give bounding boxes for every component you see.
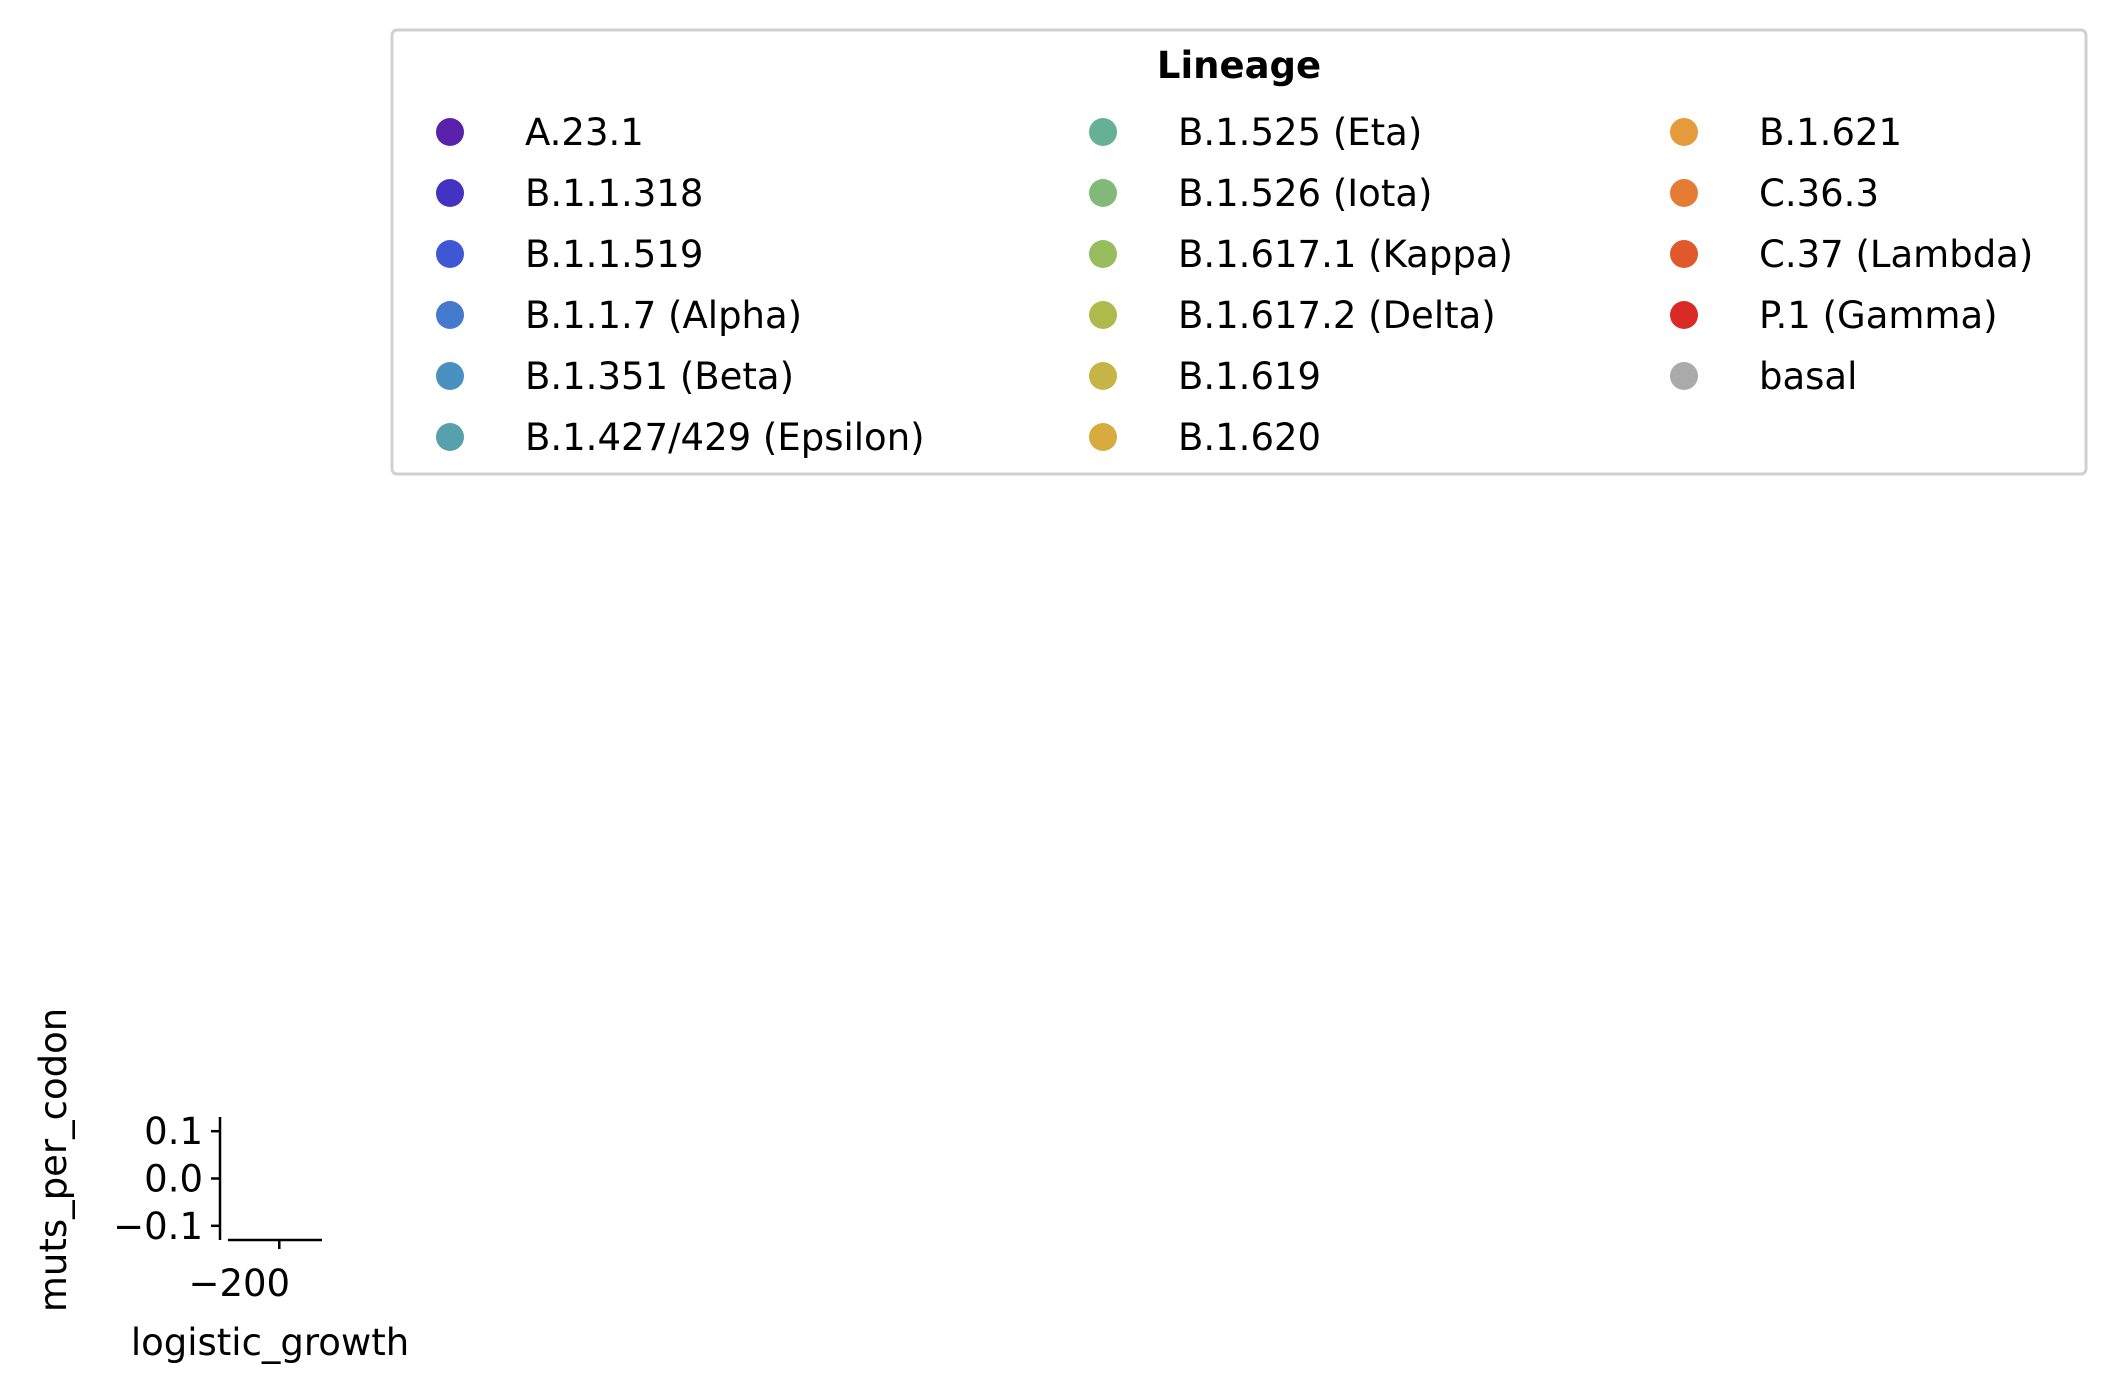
- legend-marker: [1670, 362, 1698, 390]
- y-tick-label: −0.1: [113, 1205, 203, 1248]
- legend-label: B.1.427/429 (Epsilon): [525, 416, 925, 459]
- legend-marker: [1089, 301, 1117, 329]
- legend-marker: [436, 240, 464, 268]
- legend-label: basal: [1759, 355, 1857, 398]
- legend-marker: [436, 301, 464, 329]
- legend-entries: A.23.1 B.1.1.318 B.1.1.519 B.1.1.7 (Alpha) B…: [436, 111, 2033, 459]
- legend-label: B.1.526 (Iota): [1178, 172, 1432, 215]
- legend-marker: [1670, 301, 1698, 329]
- x-ticks: −200: [188, 1240, 290, 1305]
- legend-label: B.1.619: [1178, 355, 1321, 398]
- legend-label: C.37 (Lambda): [1759, 233, 2033, 276]
- legend-marker: [436, 118, 464, 146]
- x-axis-label: logistic_growth: [131, 1321, 409, 1364]
- legend-label: B.1.621: [1759, 111, 1902, 154]
- legend-label: B.1.1.519: [525, 233, 703, 276]
- legend-marker: [436, 423, 464, 451]
- y-ticks: 0.1 0.0−0.1: [113, 1110, 220, 1248]
- legend: Lineage A.23.1 B.1.1.318 B.1.1.519 B.1.1.7 …: [390, 28, 2088, 476]
- legend-marker: [1089, 118, 1117, 146]
- legend-label: B.1.1.318: [525, 172, 703, 215]
- legend-title: Lineage: [1157, 44, 1321, 87]
- legend-marker: [1670, 179, 1698, 207]
- legend-marker: [436, 362, 464, 390]
- legend-label: B.1.617.1 (Kappa): [1178, 233, 1513, 276]
- axes: 0.1 0.0−0.1 −200 logistic_growth muts_per…: [32, 1008, 409, 1364]
- x-tick-label: −200: [188, 1262, 290, 1305]
- legend-frame: [390, 28, 2088, 476]
- y-tick-label: 0.1: [144, 1110, 203, 1153]
- legend-label: P.1 (Gamma): [1759, 294, 1998, 337]
- legend-marker: [1089, 240, 1117, 268]
- legend-label: B.1.620: [1178, 416, 1321, 459]
- legend-label: B.1.617.2 (Delta): [1178, 294, 1496, 337]
- y-axis-label: muts_per_codon: [32, 1008, 75, 1312]
- y-tick-label: 0.0: [144, 1158, 203, 1201]
- legend-label: B.1.1.7 (Alpha): [525, 294, 802, 337]
- legend-label: A.23.1: [525, 111, 644, 154]
- legend-marker: [436, 179, 464, 207]
- legend-label: B.1.351 (Beta): [525, 355, 794, 398]
- legend-marker: [1089, 423, 1117, 451]
- legend-label: C.36.3: [1759, 172, 1879, 215]
- legend-marker: [1670, 240, 1698, 268]
- legend-marker: [1089, 179, 1117, 207]
- legend-label: B.1.525 (Eta): [1178, 111, 1422, 154]
- legend-marker: [1670, 118, 1698, 146]
- legend-marker: [1089, 362, 1117, 390]
